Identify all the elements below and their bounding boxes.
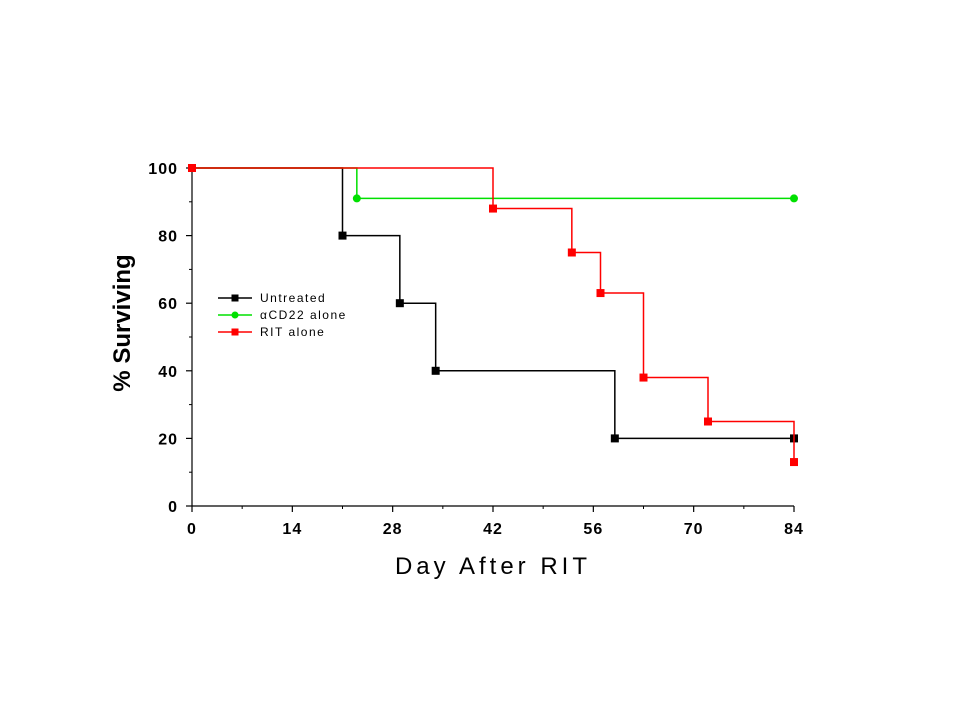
- y-tick-label: 80: [158, 229, 178, 246]
- x-axis-title: Day After RIT: [395, 553, 591, 580]
- data-point-untreated: [338, 231, 347, 240]
- y-tick-label: 0: [168, 499, 178, 516]
- legend: Untreated αCD22 alone RIT alone: [218, 291, 347, 339]
- y-tick-label: 20: [158, 431, 178, 448]
- series-line-untreated: [192, 167, 794, 440]
- data-point-rit-alone: [188, 164, 196, 172]
- legend-marker: [231, 311, 239, 319]
- x-tick-label: 56: [583, 521, 603, 538]
- data-point-cd22-alone: [790, 194, 798, 203]
- y-axis-title: % Surviving: [109, 254, 136, 391]
- x-tick-label: 28: [383, 521, 403, 538]
- y-tick-label: 60: [158, 296, 178, 313]
- data-point-rit-alone: [567, 248, 576, 257]
- x-tick-label: 84: [784, 521, 804, 538]
- legend-label: RIT alone: [260, 325, 325, 339]
- series-group: [188, 164, 798, 467]
- x-tick-label: 42: [483, 521, 503, 538]
- legend-marker: [231, 294, 239, 302]
- axes: 0 20 40 60 80 100 0 14 28 42 56 70 84: [148, 161, 804, 538]
- data-point-untreated: [610, 434, 619, 443]
- data-point-rit-alone: [596, 289, 605, 298]
- data-point-untreated: [431, 366, 440, 375]
- data-point-cd22-alone: [352, 194, 361, 203]
- legend-marker: [231, 328, 239, 336]
- y-tick-label: 100: [148, 161, 178, 178]
- y-tick-label: 40: [158, 364, 178, 381]
- data-point-rit-alone: [639, 373, 648, 382]
- legend-label: Untreated: [260, 291, 326, 305]
- data-point-rit-alone: [790, 458, 798, 467]
- data-point-rit-alone: [704, 417, 712, 426]
- data-point-untreated: [395, 299, 404, 308]
- x-tick-label: 0: [187, 521, 197, 538]
- x-tick-label: 70: [684, 521, 704, 538]
- x-tick-label: 14: [282, 521, 302, 538]
- legend-label: αCD22 alone: [260, 308, 347, 322]
- data-point-rit-alone: [489, 204, 497, 213]
